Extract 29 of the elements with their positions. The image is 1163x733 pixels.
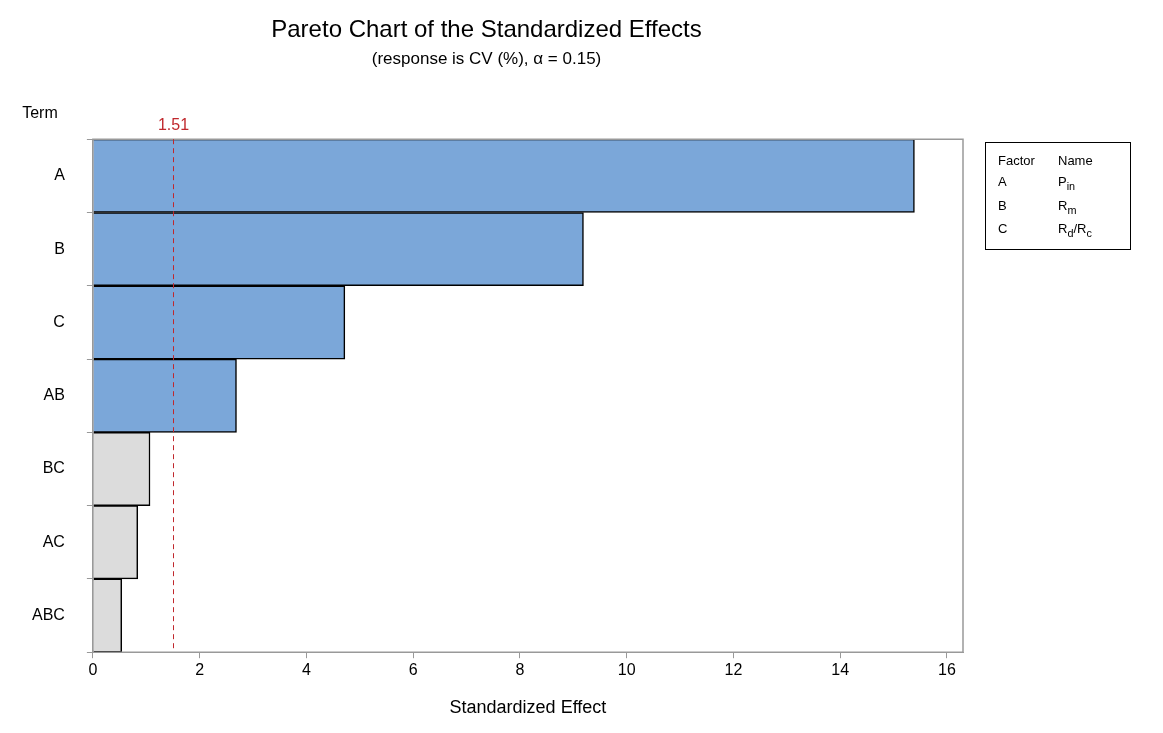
x-tick-label: 4: [301, 661, 311, 679]
x-tick-label: 8: [515, 661, 525, 679]
y-tick-label: B: [54, 239, 65, 257]
x-tick-label: 0: [88, 661, 98, 679]
x-tick-label: 16: [938, 661, 956, 679]
x-tick-label: 6: [408, 661, 418, 679]
text: B: [998, 197, 1008, 215]
text: A: [998, 174, 1008, 191]
x-tick-label: 2: [195, 661, 205, 679]
text: P$_{in}$: [1058, 174, 1077, 192]
text: C: [998, 221, 1009, 239]
x-axis-title: Standardized Effect: [449, 697, 607, 718]
y-tick-label: ABC: [31, 605, 65, 623]
y-tick-label: A: [54, 166, 66, 184]
y-tick-label: AC: [42, 532, 65, 550]
y-tick-label: BC: [42, 459, 65, 477]
x-tick-label: 10: [617, 661, 636, 679]
x-tick-label: 12: [724, 661, 743, 679]
text: R$_{m}$: [1058, 197, 1078, 216]
text: R$_{d}$/R$_{c}$: [1058, 221, 1093, 239]
ref-line-label: 1.51: [157, 115, 190, 133]
y-axis-title: Term: [22, 103, 58, 121]
y-tick-label: C: [53, 312, 65, 330]
y-tick-label: AB: [43, 386, 65, 404]
text: Name: [1058, 153, 1094, 168]
chart-title: Pareto Chart of the Standardized Effects: [271, 15, 702, 43]
chart-subtitle: (response is CV (%), α = 0.15): [371, 48, 602, 68]
text: Factor: [998, 153, 1036, 168]
x-tick-label: 14: [831, 661, 850, 679]
